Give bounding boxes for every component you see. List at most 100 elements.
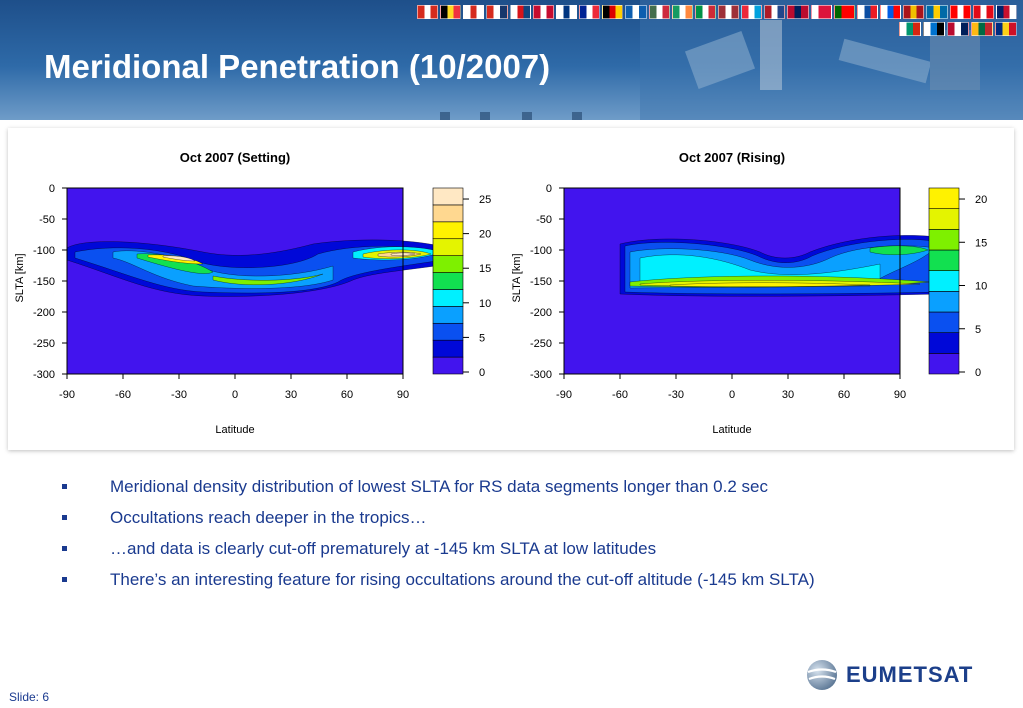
- bullet-item: There’s an interesting feature for risin…: [62, 567, 815, 598]
- flag-icon: [810, 5, 832, 19]
- bullet-text: Occultations reach deeper in the tropics…: [110, 508, 427, 527]
- flag-icon: [764, 5, 786, 19]
- x-axis-label: Latitude: [215, 424, 254, 436]
- x-tick-label: 90: [894, 389, 906, 401]
- x-axis-label: Latitude: [712, 424, 751, 436]
- bullet-item: Meridional density distribution of lowes…: [62, 474, 815, 505]
- bullet-marker: [62, 484, 67, 489]
- flag-icon: [694, 5, 716, 19]
- slide-number: Slide: 6: [9, 690, 50, 704]
- colorbar-segment: [928, 311, 960, 333]
- colorbar-tick-label: 10: [479, 298, 491, 310]
- flag-row: [417, 22, 1017, 36]
- flag-icon: [648, 5, 670, 19]
- colorbar-segment: [432, 289, 464, 307]
- header-banner: Meridional Penetration (10/2007): [0, 0, 1023, 120]
- satellite-graphic: [440, 0, 1023, 120]
- x-tick-label: 60: [341, 389, 353, 401]
- bullet-item: …and data is clearly cut-off prematurely…: [62, 536, 815, 567]
- colorbar-tick-label: 25: [479, 194, 491, 206]
- colorbar-segment: [928, 270, 960, 292]
- contour-band: [869, 245, 929, 255]
- x-tick-label: -90: [59, 389, 75, 401]
- y-axis-label: SLTA [km]: [511, 253, 523, 302]
- colorbar-segment: [928, 353, 960, 375]
- y-tick-label: -200: [530, 307, 552, 319]
- y-tick-label: -300: [530, 369, 552, 381]
- y-tick-label: -300: [33, 369, 55, 381]
- flag-icon: [880, 5, 902, 19]
- flag-icon: [463, 5, 485, 19]
- y-tick-label: -200: [33, 307, 55, 319]
- colorbar-segment: [432, 255, 464, 273]
- colorbar-segment: [432, 306, 464, 324]
- figure-panel: Oct 2007 (Setting) -90 -60 -30 0 30 60 90 0 -50 -1…: [8, 128, 1014, 450]
- x-tick-label: -60: [115, 389, 131, 401]
- y-tick-label: 0: [546, 183, 552, 195]
- flag-icon: [856, 5, 879, 19]
- x-tick-label: 30: [782, 389, 794, 401]
- colorbar-segment: [432, 356, 464, 375]
- flag-icon: [555, 5, 578, 19]
- y-tick-label: -50: [536, 214, 552, 226]
- colorbar-tick-label: 0: [975, 367, 981, 379]
- colorbar-segment: [928, 229, 960, 251]
- slide-title: Meridional Penetration (10/2007): [44, 48, 551, 85]
- flag-icon: [833, 5, 855, 19]
- plot-title: Oct 2007 (Rising): [679, 150, 785, 165]
- flag-icon: [671, 5, 693, 19]
- flag-icon: [923, 22, 945, 36]
- bullet-marker: [62, 546, 67, 551]
- colorbar-tick-label: 15: [479, 263, 491, 275]
- plot-title: Oct 2007 (Setting): [180, 150, 291, 165]
- colorbar-segment: [928, 187, 960, 209]
- bullet-marker: [62, 577, 67, 582]
- bullet-item: Occultations reach deeper in the tropics…: [62, 505, 815, 536]
- flag-icon: [579, 5, 601, 19]
- y-tick-label: -100: [33, 245, 55, 257]
- y-tick-label: -150: [530, 276, 552, 288]
- bullet-text: Meridional density distribution of lowes…: [110, 477, 768, 496]
- colorbar-segment: [928, 249, 960, 271]
- colorbar-tick-label: 0: [479, 367, 485, 379]
- flag-icon: [995, 22, 1017, 36]
- y-tick-label: -250: [530, 338, 552, 350]
- x-tick-label: -30: [668, 389, 684, 401]
- x-tick-label: 90: [397, 389, 409, 401]
- flag-icon: [416, 5, 439, 19]
- colorbar-tick-label: 20: [975, 194, 987, 206]
- flag-icon: [949, 5, 971, 19]
- colorbar-tick-label: 5: [975, 324, 981, 336]
- contour-band: [162, 255, 196, 262]
- colorbar-segment: [432, 204, 464, 223]
- flag-icon: [995, 5, 1017, 19]
- flag-icon: [741, 5, 763, 19]
- flag-icon: [602, 5, 624, 19]
- flag-icon: [509, 5, 531, 19]
- colorbar-tick-label: 5: [479, 332, 485, 344]
- flag-icon: [717, 5, 740, 19]
- colorbar-segment: [432, 187, 464, 206]
- colorbar-segment: [432, 322, 464, 341]
- y-axis-label: SLTA [km]: [14, 253, 26, 302]
- flag-icon: [440, 5, 462, 19]
- colorbar-segment: [928, 291, 960, 313]
- flag-icon: [899, 22, 921, 36]
- x-tick-label: 0: [232, 389, 238, 401]
- bullet-marker: [62, 515, 67, 520]
- eumetsat-logo: EUMETSAT: [806, 657, 973, 693]
- flag-icon: [903, 5, 925, 19]
- x-tick-label: 30: [285, 389, 297, 401]
- flag-icon: [486, 5, 508, 19]
- colorbar-tick-label: 15: [975, 237, 987, 249]
- colorbar-segment: [432, 339, 464, 358]
- x-tick-label: -30: [171, 389, 187, 401]
- flag-icon: [532, 5, 554, 19]
- member-flags: [416, 5, 1017, 39]
- contour-plots: Oct 2007 (Setting)-90 -60 -30 0 30 60 900-50-1…: [14, 150, 987, 436]
- x-tick-label: 60: [838, 389, 850, 401]
- colorbar-segment: [432, 221, 464, 240]
- flag-icon: [787, 5, 809, 19]
- flag-icon: [926, 5, 948, 19]
- bullet-text: …and data is clearly cut-off prematurely…: [110, 539, 657, 558]
